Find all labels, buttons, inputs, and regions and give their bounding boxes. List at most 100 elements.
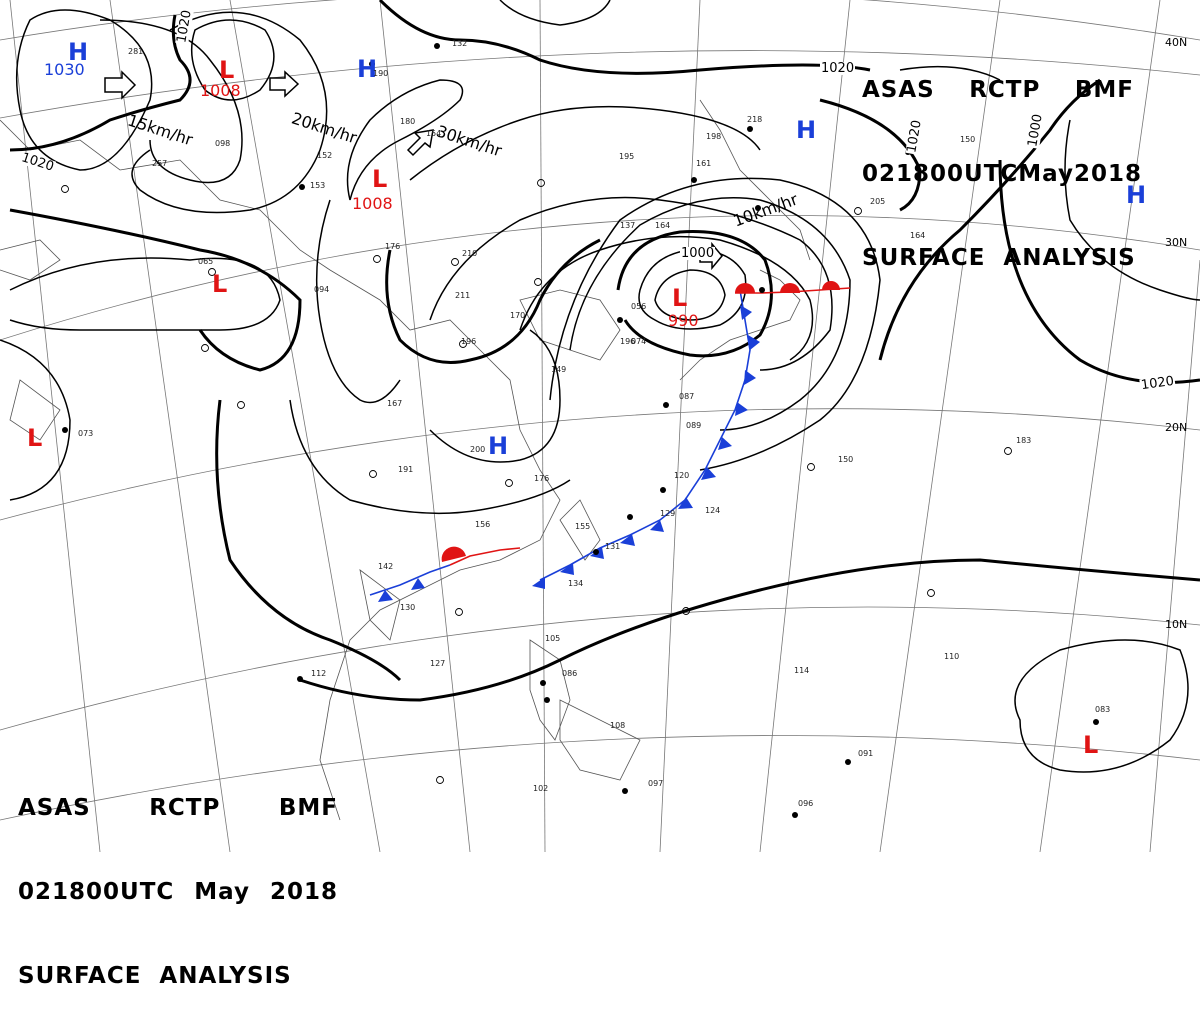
cold-front-west-barbs (378, 578, 425, 602)
station-pressure-value: 167 (387, 399, 403, 408)
warm-front-west-semicircles (441, 546, 466, 562)
station-pressure-value: 124 (705, 506, 721, 515)
header-bottom-month: May (194, 879, 250, 905)
station-markers (62, 43, 1099, 818)
station-pressure-value: 176 (385, 242, 401, 251)
grid-lat-40 (0, 50, 1200, 119)
station-pressure-value: 105 (545, 634, 561, 643)
station-pressure-value: 180 (400, 117, 416, 126)
warm-front-main-semicircles (735, 281, 840, 293)
station-pressure-value: 083 (1095, 705, 1111, 714)
station-pressure-value: 210 (462, 249, 478, 258)
station-pressure-value: 164 (655, 221, 671, 230)
grid-lat-20 (0, 408, 1200, 521)
station-pressure-value: 091 (858, 749, 874, 758)
header-bottom-time: 021800UTC (18, 879, 175, 905)
weather-map (0, 0, 1200, 852)
station-pressure-value: 152 (317, 151, 333, 160)
station-pressure-value: 218 (747, 115, 763, 124)
station-pressure-value: 098 (215, 139, 231, 148)
low-center-symbol: L (1083, 731, 1099, 759)
header-bottom: ASAS RCTP BMF 021800UTC May 2018 SURFACE ANA… (18, 738, 338, 1018)
header-top-agency: ASAS (862, 77, 935, 103)
station-pressure-value: 200 (470, 445, 486, 454)
station-pressure-value: 056 (631, 302, 647, 311)
header-top-time: 021800UTC (862, 161, 1019, 187)
header-top-month: May (1018, 161, 1074, 187)
station-pressure-value: 205 (870, 197, 886, 206)
station-pressure-value: 130 (400, 603, 416, 612)
station-pressure-value: 087 (679, 392, 695, 401)
low-center-value: 1008 (352, 194, 393, 213)
station-pressure-value: 170 (510, 311, 526, 320)
station-pressure-value: 150 (838, 455, 854, 464)
station-pressure-value: 195 (619, 152, 635, 161)
station-pressure-value: 112 (311, 669, 327, 678)
lat-label-40n: 40N (1165, 36, 1188, 49)
header-bottom-year: 2018 (269, 879, 338, 905)
warm-front-west (449, 547, 521, 566)
isobar-label: 1020 (820, 61, 856, 76)
station-pressure-value: 161 (696, 159, 712, 168)
station-pressure-value: 196 (461, 337, 477, 346)
station-pressure-value: 086 (562, 669, 578, 678)
low-center-symbol: L (219, 56, 235, 84)
station-pressure-value: 074 (631, 337, 647, 346)
station-pressure-value: 110 (944, 652, 960, 661)
lat-label-10n: 10N (1165, 618, 1188, 631)
header-top-title: SURFACE ANALYSIS (862, 245, 1136, 271)
station-pressure-value: 176 (534, 474, 550, 483)
station-pressure-value: 097 (648, 779, 664, 788)
station-pressure-value: 156 (475, 520, 491, 529)
high-center-symbol: H (796, 116, 817, 144)
low-center-value: 1008 (200, 81, 241, 100)
low-center-symbol: L (372, 165, 388, 193)
header-top-code: BMF (1074, 77, 1134, 103)
low-center-symbol: L (672, 284, 688, 312)
high-center-symbol: H (68, 38, 89, 66)
station-pressure-value: 120 (674, 471, 690, 480)
high-center-symbol: H (488, 432, 509, 460)
station-pressure-value: 196 (620, 337, 636, 346)
station-pressure-value: 142 (378, 562, 394, 571)
grid-lat-30 (0, 215, 1200, 341)
station-pressure-value: 198 (706, 132, 722, 141)
station-pressure-value: 183 (1016, 436, 1032, 445)
lat-label-20n: 20N (1165, 421, 1188, 434)
station-pressure-value: 129 (660, 509, 676, 518)
motion-arrows (104, 70, 723, 271)
station-pressure-value: 153 (310, 181, 326, 190)
station-pressure-value: 073 (78, 429, 94, 438)
station-pressure-value: 155 (575, 522, 591, 531)
header-bottom-title: SURFACE ANALYSIS (18, 963, 292, 989)
station-pressure-value: 164 (910, 231, 926, 240)
header-top: ASAS RCTP BMF 021800UTC May 2018 SURFACE ANA… (862, 20, 1141, 300)
low-center-symbol: L (27, 424, 43, 452)
station-pressure-value: 150 (960, 135, 976, 144)
cold-front-main (539, 289, 751, 581)
station-pressure-value: 094 (314, 285, 330, 294)
header-top-year: 2018 (1073, 161, 1142, 187)
latlon-grid (0, 0, 1200, 852)
station-pressure-value: 102 (533, 784, 549, 793)
station-pressure-value: 257 (152, 159, 168, 168)
lat-label-30n: 30N (1165, 236, 1188, 249)
low-center-symbol: L (212, 270, 228, 298)
low-center-value: 990 (668, 311, 699, 330)
header-top-station: RCTP (969, 77, 1041, 103)
station-pressure-value: 191 (398, 465, 414, 474)
header-bottom-station: RCTP (149, 795, 221, 821)
isobar-label: 1000 (680, 246, 716, 261)
station-pressure-value: 108 (610, 721, 626, 730)
high-center-value: 1030 (44, 60, 85, 79)
station-pressure-value: 149 (551, 365, 567, 374)
station-pressure-value: 114 (794, 666, 810, 675)
station-open-markers (61, 179, 1012, 784)
station-pressure-value: 211 (455, 291, 471, 300)
station-pressure-value: 154 (426, 129, 442, 138)
station-pressure-value: 089 (686, 421, 702, 430)
isobars (0, 0, 1200, 773)
station-pressure-value: 134 (568, 579, 584, 588)
station-pressure-value: 065 (198, 257, 214, 266)
high-center-symbol: H (1126, 181, 1147, 209)
